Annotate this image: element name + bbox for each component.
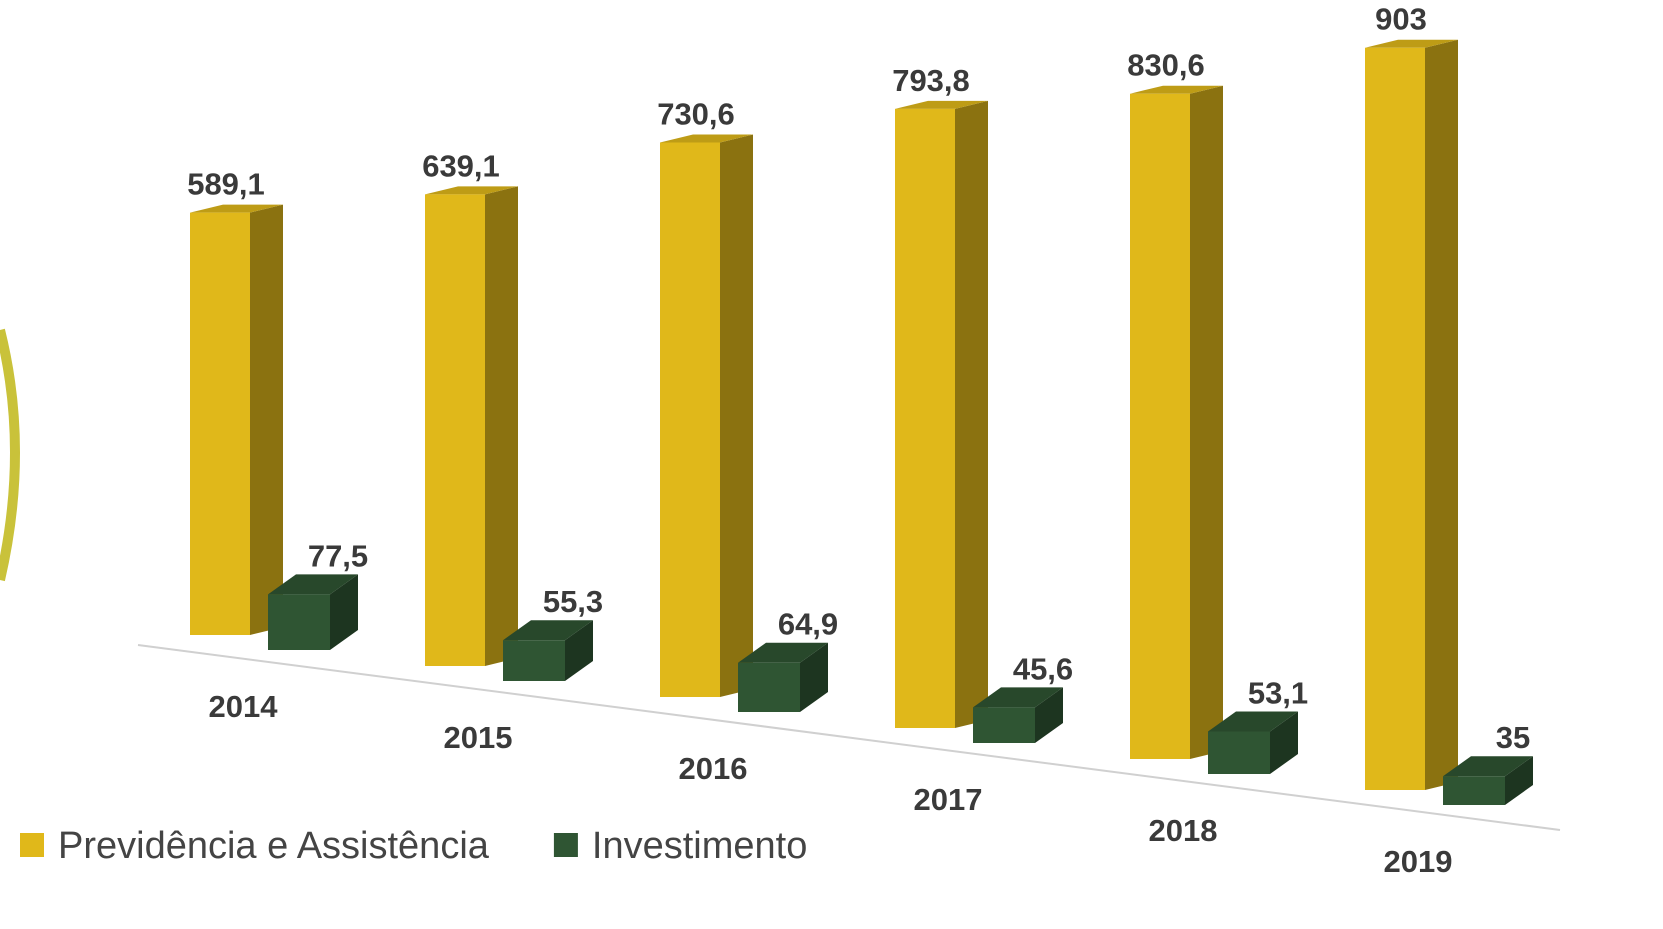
bar-face bbox=[1443, 776, 1505, 805]
legend-swatch bbox=[20, 833, 44, 857]
bar bbox=[895, 100, 988, 728]
bar-face bbox=[330, 574, 358, 650]
value-label: 64,9 bbox=[778, 607, 838, 642]
value-label: 77,5 bbox=[308, 538, 368, 573]
bar-face bbox=[268, 594, 330, 650]
bar-face bbox=[1208, 731, 1270, 774]
bar-face bbox=[485, 186, 518, 667]
bar-face bbox=[660, 134, 753, 143]
bar-face bbox=[250, 204, 283, 635]
bar-face bbox=[1208, 711, 1298, 732]
legend-label: Previdência e Assistência bbox=[58, 825, 490, 867]
bar-face bbox=[425, 194, 485, 667]
x-tick-label: 2016 bbox=[679, 751, 748, 786]
bar-face bbox=[955, 100, 988, 728]
x-tick-label: 2014 bbox=[209, 689, 279, 724]
value-label: 639,1 bbox=[422, 148, 500, 183]
bar bbox=[738, 642, 828, 712]
value-label: 830,6 bbox=[1127, 48, 1205, 83]
bar-face bbox=[268, 574, 358, 595]
bar-face bbox=[738, 642, 828, 663]
bar-face bbox=[800, 642, 828, 712]
value-label: 45,6 bbox=[1013, 651, 1073, 686]
value-label: 793,8 bbox=[892, 63, 970, 98]
value-label: 730,6 bbox=[657, 96, 735, 131]
bar-face bbox=[190, 212, 250, 635]
bar-face bbox=[1190, 85, 1223, 760]
bar-face bbox=[973, 687, 1063, 708]
bar-face bbox=[1365, 47, 1425, 790]
bar-face bbox=[1035, 687, 1063, 743]
bar-face bbox=[1130, 93, 1190, 760]
bar bbox=[1365, 39, 1458, 790]
bar bbox=[503, 620, 593, 681]
bar bbox=[1130, 85, 1223, 760]
bar-face bbox=[503, 640, 565, 681]
decoration-arc bbox=[0, 328, 20, 582]
x-tick-label: 2019 bbox=[1384, 844, 1453, 879]
bar-face bbox=[1270, 711, 1298, 774]
value-label: 903 bbox=[1375, 2, 1427, 37]
bar bbox=[190, 204, 283, 635]
bar-face bbox=[1505, 756, 1533, 805]
bar bbox=[1208, 711, 1298, 774]
bar bbox=[973, 687, 1063, 743]
bar-face bbox=[660, 142, 720, 697]
bar bbox=[1443, 756, 1533, 805]
legend-swatch bbox=[553, 833, 578, 857]
x-tick-label: 2017 bbox=[914, 782, 983, 817]
bar-face bbox=[720, 134, 753, 697]
legend-label: Investimento bbox=[592, 825, 807, 867]
bar-face bbox=[1130, 85, 1223, 94]
bar-face bbox=[425, 186, 518, 195]
bar-face bbox=[738, 662, 800, 712]
bar-face bbox=[1365, 39, 1458, 48]
bar-face bbox=[190, 204, 283, 213]
bar-face bbox=[895, 108, 955, 728]
floor-line bbox=[137, 644, 1561, 831]
bar-face bbox=[895, 100, 988, 109]
bar bbox=[425, 186, 518, 667]
bar-face bbox=[1443, 756, 1533, 777]
value-label: 35 bbox=[1496, 720, 1530, 755]
value-label: 589,1 bbox=[187, 167, 265, 202]
bar bbox=[660, 134, 753, 697]
x-tick-label: 2018 bbox=[1149, 813, 1218, 848]
bar-face bbox=[1425, 39, 1458, 790]
value-label: 55,3 bbox=[543, 584, 603, 619]
x-tick-label: 2015 bbox=[444, 720, 513, 755]
value-label: 53,1 bbox=[1248, 675, 1308, 710]
bar-face bbox=[565, 620, 593, 681]
bar bbox=[268, 574, 358, 650]
bar-face bbox=[973, 707, 1035, 743]
bar-face bbox=[503, 620, 593, 641]
